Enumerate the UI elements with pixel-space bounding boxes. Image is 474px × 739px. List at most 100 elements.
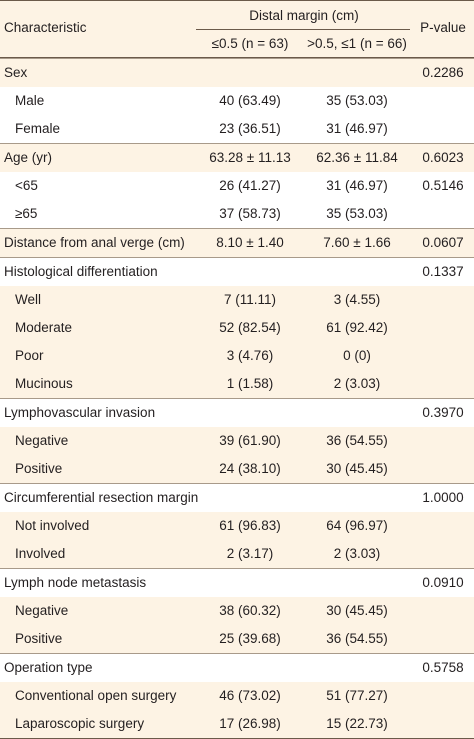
cell-group-1: 39 (61.90) [219,433,281,448]
row-label: Laparoscopic surgery [15,716,145,731]
cell-group-2: 3 (4.55) [333,292,381,307]
table-row: Circumferential resection margin 1.0000 [0,483,474,512]
cell-group-2: 61 (92.42) [326,320,388,335]
table-row: Poor 3 (4.76) 0 (0) [0,342,474,370]
cell-group-2: 36 (54.55) [326,433,388,448]
table-body: Sex 0.2286 Male 40 (63.49) 35 (53.03) Female 2… [0,58,474,739]
cell-group-2: 35 (53.03) [326,206,388,221]
cell-p-value: 0.3970 [422,405,464,420]
table-row: Distance from anal verge (cm) 8.10 ± 1.40… [0,228,474,257]
cell-group-2: 64 (96.97) [326,518,388,533]
cell-group-1: 46 (73.02) [219,688,281,703]
table-row: Sex 0.2286 [0,58,474,87]
table-row: Laparoscopic surgery 17 (26.98) 15 (22.73) [0,710,474,739]
header-divider [196,29,410,30]
table-row: Lymph node metastasis 0.0910 [0,568,474,597]
cell-group-1: 24 (38.10) [219,461,281,476]
cell-group-2: 7.60 ± 1.66 [323,235,391,250]
cell-group-2: 30 (45.45) [326,603,388,618]
row-label: Well [15,292,42,307]
table-row: ≥65 37 (58.73) 35 (53.03) [0,200,474,228]
row-label: Conventional open surgery [15,688,177,703]
row-label: Female [15,121,61,136]
table-row: Male 40 (63.49) 35 (53.03) [0,87,474,115]
cell-group-2: 51 (77.27) [326,688,388,703]
cell-group-2: 2 (3.03) [333,376,381,391]
cell-p-value: 0.2286 [422,65,464,80]
row-label: Not involved [15,518,90,533]
row-label: Negative [15,603,69,618]
cell-group-1: 17 (26.98) [219,716,281,731]
cell-group-1: 25 (39.68) [219,631,281,646]
cell-p-value: 1.0000 [422,490,464,505]
cell-group-1: 40 (63.49) [219,93,281,108]
cell-group-2: 15 (22.73) [326,716,388,731]
cell-group-2: 35 (53.03) [326,93,388,108]
table-row: Not involved 61 (96.83) 64 (96.97) [0,512,474,540]
row-label: Mucinous [15,376,73,391]
cell-group-1: 2 (3.17) [226,546,274,561]
row-label: Involved [15,546,66,561]
cell-group-1: 26 (41.27) [219,178,281,193]
row-label: Lymph node metastasis [4,575,147,590]
row-label: Negative [15,433,69,448]
cell-p-value: 0.6023 [422,150,464,165]
cell-group-1: 63.28 ± 11.13 [209,150,291,165]
cell-group-2: 2 (3.03) [333,546,381,561]
header-group-2: >0.5, ≤1 (n = 66) [307,36,407,51]
cell-group-2: 62.36 ± 11.84 [316,150,398,165]
row-label: Distance from anal verge (cm) [4,235,185,250]
cell-group-1: 3 (4.76) [226,348,274,363]
header-group-1: ≤0.5 (n = 63) [211,36,289,51]
row-label: Male [15,93,45,108]
table-row: <65 26 (41.27) 31 (46.97) 0.5146 [0,172,474,200]
cell-p-value: 0.5758 [422,660,464,675]
table-row: Positive 24 (38.10) 30 (45.45) [0,455,474,483]
row-label: Poor [15,348,44,363]
cell-group-1: 52 (82.54) [219,320,281,335]
cell-group-1: 1 (1.58) [226,376,274,391]
table-header: Characteristic Distal margin (cm) ≤0.5 (… [0,0,474,58]
table-row: Negative 39 (61.90) 36 (54.55) [0,427,474,455]
table-row: Age (yr) 63.28 ± 11.13 62.36 ± 11.84 0.6023 [0,143,474,172]
cell-group-1: 23 (36.51) [219,121,281,136]
row-label: Operation type [4,660,93,675]
cell-group-2: 31 (46.97) [326,121,388,136]
cell-p-value: 0.1337 [422,264,464,279]
row-label: Lymphovascular invasion [4,405,156,420]
table-row: Histological differentiation 0.1337 [0,257,474,286]
table-row: Mucinous 1 (1.58) 2 (3.03) [0,370,474,398]
header-characteristic: Characteristic [4,20,87,35]
cell-group-1: 61 (96.83) [219,518,281,533]
header-p-value: P-value [420,20,466,35]
row-label: Histological differentiation [4,264,158,279]
table-row: Female 23 (36.51) 31 (46.97) [0,115,474,143]
cell-group-2: 31 (46.97) [326,178,388,193]
row-label: Sex [4,65,28,80]
cell-p-value: 0.0910 [422,575,464,590]
cell-group-1: 37 (58.73) [219,206,281,221]
row-label: <65 [15,178,38,193]
cell-group-2: 30 (45.45) [326,461,388,476]
row-label: Moderate [15,320,73,335]
cell-group-1: 38 (60.32) [219,603,281,618]
table-row: Moderate 52 (82.54) 61 (92.42) [0,314,474,342]
cell-p-value: 0.0607 [422,235,464,250]
table-row: Operation type 0.5758 [0,653,474,682]
cell-group-2: 36 (54.55) [326,631,388,646]
table-row: Involved 2 (3.17) 2 (3.03) [0,540,474,568]
header-distal-margin: Distal margin (cm) [249,8,359,23]
row-label: ≥65 [15,206,38,221]
cell-p-value: 0.5146 [422,178,464,193]
table-row: Conventional open surgery 46 (73.02) 51 (7… [0,682,474,710]
row-label: Age (yr) [4,150,53,165]
row-label: Positive [15,631,63,646]
row-label: Positive [15,461,63,476]
cell-group-1: 7 (11.11) [223,292,277,307]
cell-group-2: 0 (0) [343,348,371,363]
table-row: Positive 25 (39.68) 36 (54.55) [0,625,474,653]
table-row: Negative 38 (60.32) 30 (45.45) [0,597,474,625]
row-label: Circumferential resection margin [4,490,199,505]
table-row: Well 7 (11.11) 3 (4.55) [0,286,474,314]
